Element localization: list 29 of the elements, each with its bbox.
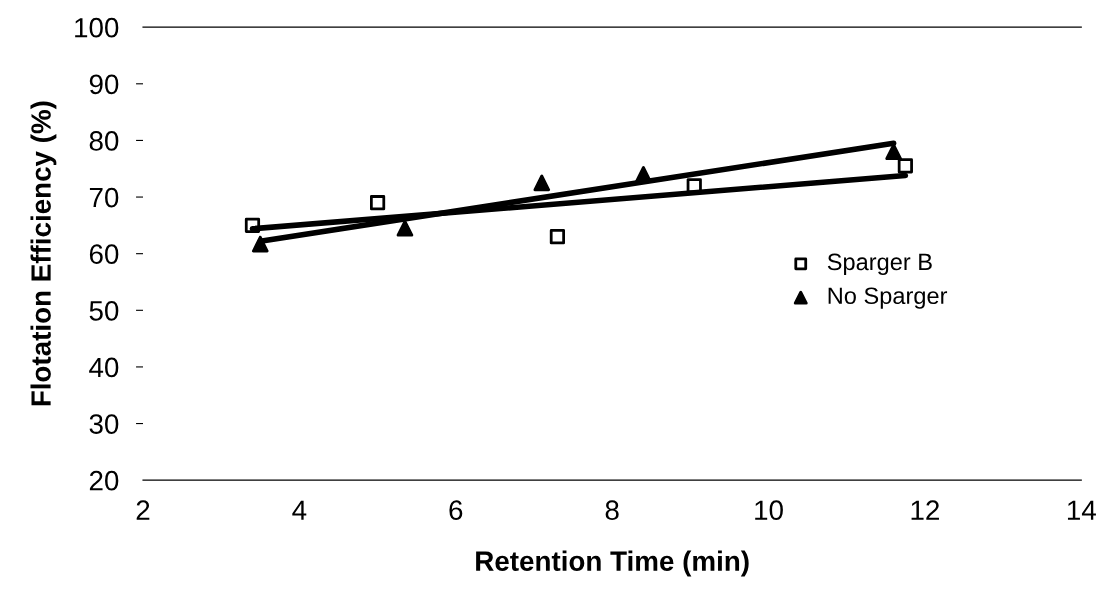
- y-tick-label: 80: [89, 131, 119, 151]
- point: [533, 174, 551, 192]
- point: [885, 143, 902, 161]
- point: [369, 195, 386, 211]
- y-tick-label: 60: [89, 244, 119, 265]
- x-tick-label: 12: [911, 500, 939, 520]
- legend-label: No Sparger: [828, 287, 948, 309]
- x-tick-label: 4: [292, 500, 307, 520]
- point: [396, 219, 414, 237]
- point: [549, 229, 566, 245]
- y-tick-label: 40: [89, 357, 119, 378]
- point: [635, 166, 652, 183]
- x-axis-title: Retention Time (min): [476, 550, 749, 577]
- point: [897, 158, 913, 174]
- y-tick-label: 20: [89, 470, 119, 491]
- x-tick-label: 14: [1067, 500, 1096, 520]
- y-tick-label: 100: [75, 17, 119, 38]
- y-tick-label: 90: [89, 74, 119, 95]
- x-tick-label: 2: [136, 500, 150, 520]
- y-tick-label: 30: [89, 414, 119, 434]
- point: [251, 235, 269, 253]
- point: [244, 217, 261, 233]
- y-axis-title: Flotation Efficiency (%): [30, 101, 57, 406]
- y-tick-label: 70: [89, 187, 119, 208]
- x-tick-label: 6: [449, 500, 463, 521]
- y-tick-label: 50: [89, 300, 119, 321]
- x-tick-label: 10: [755, 500, 783, 521]
- legend-label: Sparger B: [827, 253, 932, 275]
- x-tick-label: 8: [605, 500, 619, 521]
